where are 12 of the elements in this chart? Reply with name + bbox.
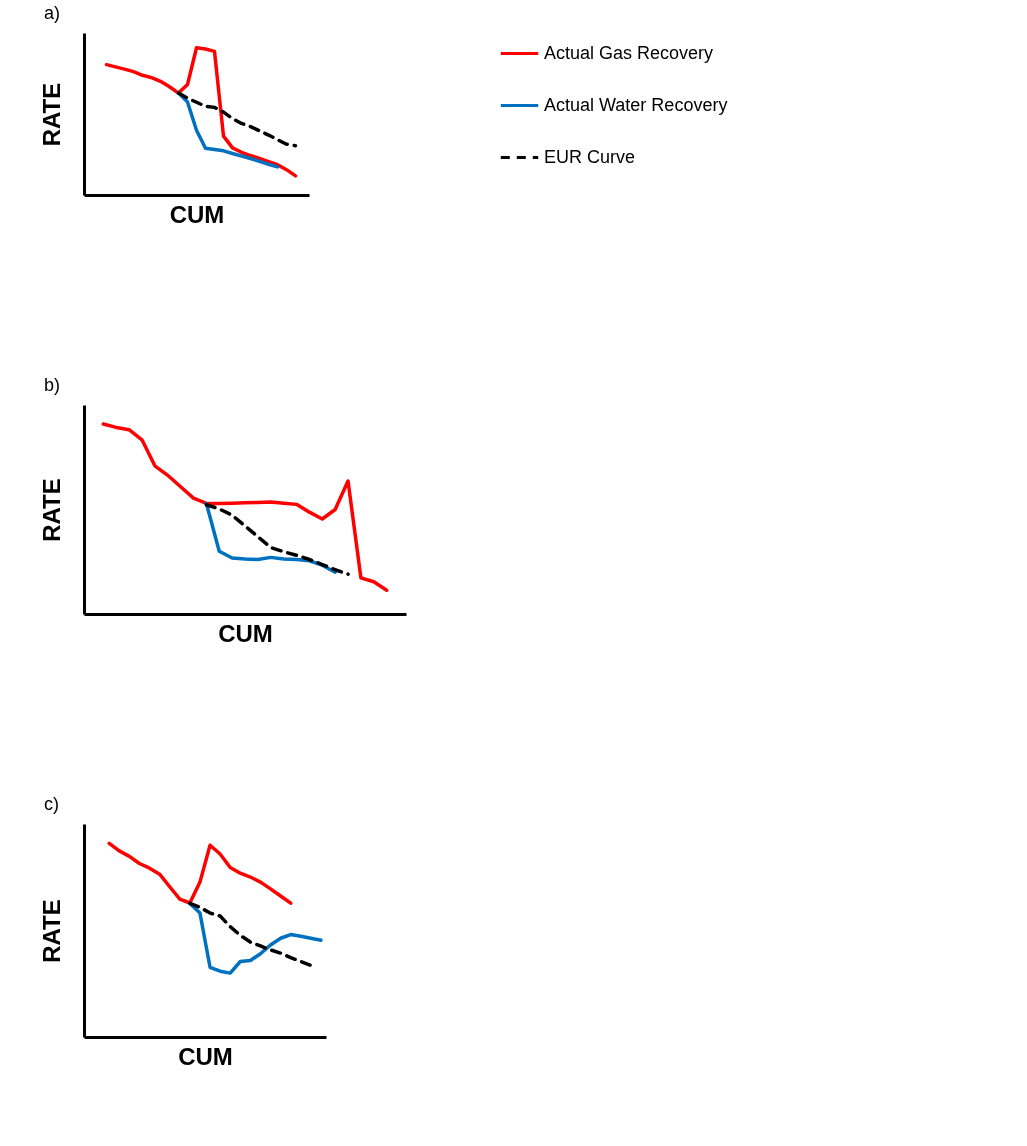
y-axis-title: RATE: [37, 82, 65, 147]
y-axis-title: RATE: [37, 899, 65, 963]
chart-title: a): [44, 3, 61, 23]
chart-title: c): [44, 794, 59, 814]
y-axis-title: RATE: [37, 478, 65, 542]
x-axis-title: CUM: [178, 1042, 233, 1070]
legend-label: Actual Gas Recovery: [544, 42, 714, 63]
legend-label: Actual Water Recovery: [544, 94, 728, 115]
chart-title: b): [44, 375, 61, 395]
legend-label: EUR Curve: [544, 146, 636, 167]
x-axis-title: CUM: [218, 619, 273, 647]
x-axis-title: CUM: [169, 200, 225, 228]
